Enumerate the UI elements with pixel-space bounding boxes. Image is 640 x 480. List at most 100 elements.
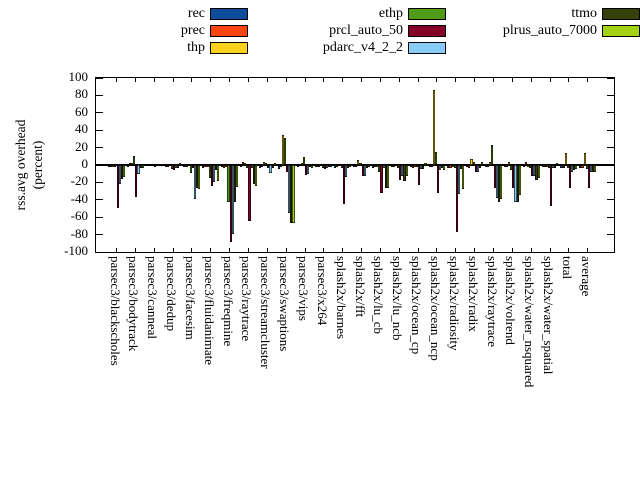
legend-label-plrus_auto_7000: plrus_auto_7000	[502, 23, 597, 38]
bar-rec	[221, 165, 224, 167]
bar-ttmo	[478, 165, 481, 169]
x-tick-mark	[474, 78, 476, 82]
bar-rec	[353, 165, 356, 167]
x-tick-mark	[191, 248, 193, 252]
x-tick-mark	[417, 248, 419, 252]
bar-ttmo	[252, 165, 255, 185]
y-tick-mark	[96, 181, 103, 183]
bar-pdarc_v4_2_2	[231, 165, 234, 234]
x-tick-label: splash2x/lu_cb	[371, 256, 387, 334]
bar-pdarc_v4_2_2	[439, 165, 442, 171]
bar-rec	[240, 165, 243, 167]
bar-plrus_auto_7000	[160, 165, 163, 166]
bar-pdarc_v4_2_2	[495, 165, 498, 199]
x-tick-mark	[568, 248, 570, 252]
x-tick-mark	[116, 78, 117, 82]
y-tick-mark	[96, 147, 103, 149]
legend-label-prcl_auto_50: prcl_auto_50	[329, 23, 403, 38]
y-tick-mark	[607, 112, 614, 114]
x-tick-label: splash2x/water_spatial	[541, 256, 557, 375]
bar-rec	[466, 165, 469, 167]
x-tick-mark	[398, 248, 400, 252]
y-tick-mark	[607, 77, 614, 79]
bar-ethp	[189, 165, 192, 173]
bar-pdarc_v4_2_2	[476, 165, 479, 172]
bar-prec	[204, 165, 207, 167]
bar-prcl_auto_50	[587, 165, 590, 189]
x-tick-mark	[210, 248, 212, 252]
x-tick-label: splash2x/raytrace	[484, 256, 500, 347]
bar-ttmo	[516, 165, 519, 203]
bar-prec	[468, 165, 471, 168]
bar-pdarc_v4_2_2	[212, 165, 215, 183]
bar-plrus_auto_7000	[349, 165, 352, 167]
bar-rec	[164, 165, 167, 167]
bar-ethp	[359, 163, 362, 165]
bar-plrus_auto_7000	[462, 165, 465, 190]
y-tick-label: 80	[75, 86, 88, 102]
x-tick-mark	[436, 248, 438, 252]
bar-prcl_auto_50	[210, 165, 213, 186]
x-tick-mark	[342, 248, 344, 252]
bar-prcl_auto_50	[342, 165, 345, 205]
bar-rec	[428, 165, 431, 167]
bar-thp	[489, 162, 492, 165]
bar-thp	[263, 162, 266, 165]
bar-prcl_auto_50	[286, 165, 289, 172]
bar-ttmo	[177, 165, 180, 168]
x-tick-label: parsec3/freqmine	[220, 256, 236, 347]
bar-prec	[506, 165, 509, 167]
bar-rec	[126, 165, 129, 167]
bar-rec	[315, 165, 318, 167]
x-tick-mark	[134, 248, 136, 252]
bar-thp	[432, 90, 435, 165]
y-tick-label: 20	[75, 138, 88, 154]
y-axis-title-line1: rss.avg overhead	[13, 119, 28, 211]
x-tick-mark	[134, 78, 136, 82]
bar-ttmo	[554, 165, 557, 169]
bar-pdarc_v4_2_2	[156, 165, 159, 166]
bar-ttmo	[591, 165, 595, 172]
x-tick-mark	[493, 248, 494, 252]
bar-ethp	[114, 165, 117, 167]
bar-ethp	[208, 165, 211, 179]
y-tick-label: -100	[64, 243, 88, 258]
bar-prcl_auto_50	[305, 165, 308, 175]
bar-ttmo	[535, 165, 538, 180]
bar-thp	[187, 164, 190, 165]
x-tick-label: parsec3/vips	[296, 256, 311, 321]
bar-prcl_auto_50	[135, 165, 138, 198]
x-tick-mark	[153, 78, 155, 82]
bar-ttmo	[573, 165, 576, 171]
x-tick-mark	[266, 248, 268, 252]
x-tick-mark	[229, 78, 231, 82]
bar-ethp	[284, 138, 287, 165]
x-tick-mark	[549, 78, 551, 82]
bar-rec	[503, 165, 506, 167]
bar-ethp	[529, 165, 532, 169]
bar-plrus_auto_7000	[122, 165, 125, 178]
x-tick-mark	[247, 248, 249, 252]
y-tick-mark	[607, 129, 614, 131]
bar-prcl_auto_50	[191, 165, 194, 168]
bar-ethp	[378, 165, 381, 172]
bar-prcl_auto_50	[116, 165, 119, 208]
x-tick-mark	[530, 78, 532, 82]
bar-thp	[225, 165, 228, 167]
bar-prec	[543, 165, 546, 167]
bar-thp	[168, 164, 171, 165]
x-tick-mark	[587, 248, 589, 252]
bar-plrus_auto_7000	[424, 163, 427, 165]
x-tick-mark	[191, 78, 193, 82]
bar-thp	[112, 165, 115, 167]
bar-pdarc_v4_2_2	[344, 165, 347, 178]
bar-thp	[545, 165, 548, 167]
bar-ethp	[472, 162, 475, 165]
bar-rec	[447, 165, 450, 168]
bar-pdarc_v4_2_2	[175, 165, 178, 169]
bar-ethp	[547, 165, 551, 168]
x-tick-label: splash2x/radiosity	[446, 256, 462, 351]
bar-ethp	[152, 164, 155, 165]
bar-rec	[522, 165, 525, 167]
bar-ttmo	[460, 165, 463, 170]
